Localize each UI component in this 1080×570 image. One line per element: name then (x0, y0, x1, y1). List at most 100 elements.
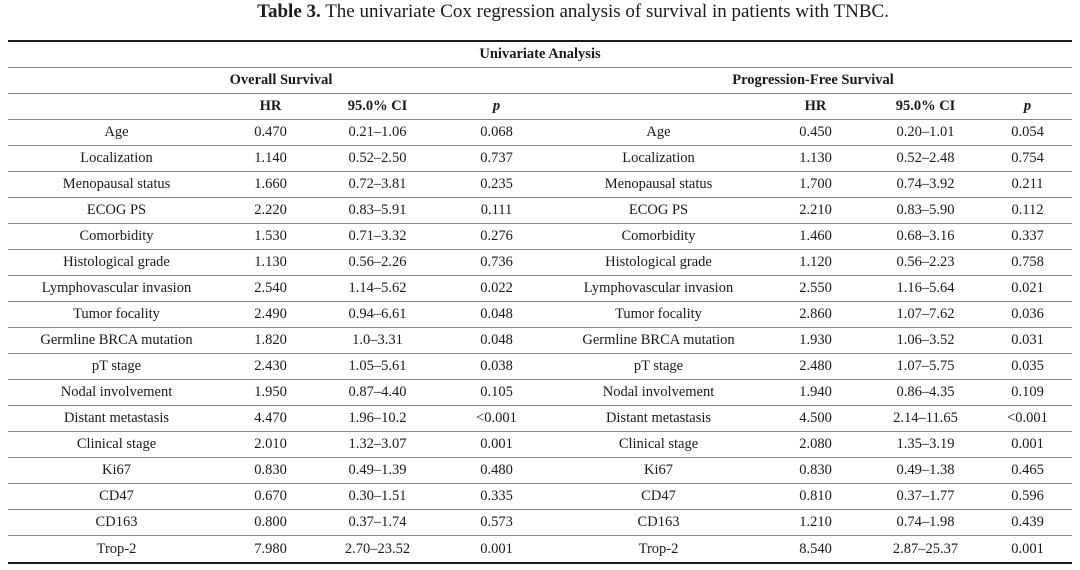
pfs-variable-cell: CD47 (641, 488, 676, 504)
pfs-variable-cell: ECOG PS (628, 202, 689, 218)
table-row: ECOG PS 2.220 0.83–5.91 0.111 ECOG PS 2.210 0.… (8, 198, 1072, 224)
pfs-p-cell: 0.596 (1011, 488, 1044, 504)
table-row: pT stage 2.430 1.05–5.61 0.038 pT stage 2.480… (8, 354, 1072, 380)
pfs-ci-cell: 0.86–4.35 (896, 384, 955, 400)
os-ci-cell: 0.37–1.74 (348, 514, 407, 530)
os-hr-cell: 2.430 (254, 358, 287, 374)
os-p-cell: 0.573 (480, 514, 513, 530)
os-hr-cell: 0.800 (254, 514, 287, 530)
pfs-hr-cell: 2.550 (799, 280, 832, 296)
table-row: CD47 0.670 0.30–1.51 0.335 CD47 0.810 0.37–1.7… (8, 484, 1072, 510)
group-header: Univariate Analysis (479, 46, 601, 62)
table-row: Tumor focality 2.490 0.94–6.61 0.048 Tumor f… (8, 302, 1072, 328)
pfs-p-cell: 0.001 (1011, 540, 1044, 557)
table-row: Clinical stage 2.010 1.32–3.07 0.001 Clinica… (8, 432, 1072, 458)
os-p-cell: 0.022 (480, 280, 513, 296)
cox-regression-table: Univariate Analysis Overall Survival Pro… (8, 40, 1072, 564)
pfs-ci-cell: 0.74–3.92 (896, 176, 955, 192)
os-variable-cell: ECOG PS (86, 202, 147, 218)
os-hr-cell: 2.490 (254, 306, 287, 322)
pfs-variable-cell: Nodal involvement (602, 384, 715, 400)
pfs-ci-cell: 0.37–1.77 (896, 488, 955, 504)
os-p-cell: 0.235 (480, 176, 513, 192)
os-variable-cell: Histological grade (63, 254, 170, 270)
os-p-cell: 0.335 (480, 488, 513, 504)
os-ci-cell: 0.87–4.40 (348, 384, 407, 400)
pfs-variable-cell: Germline BRCA mutation (582, 332, 735, 348)
os-hr-cell: 0.670 (254, 488, 287, 504)
os-variable-cell: Germline BRCA mutation (40, 332, 193, 348)
os-p-cell: 0.276 (480, 228, 513, 244)
os-variable-cell: Localization (80, 150, 153, 166)
os-p-cell: <0.001 (476, 410, 517, 426)
pfs-p-cell: 0.337 (1011, 228, 1044, 244)
table-row: Lymphovascular invasion 2.540 1.14–5.62 0.0… (8, 276, 1072, 302)
caption-label: Table 3. (257, 1, 321, 22)
column-header-row: HR 95.0% CI p HR 95.0% CI p (8, 94, 1072, 120)
pfs-p-cell: <0.001 (1007, 410, 1048, 426)
os-variable-cell: Age (104, 124, 129, 140)
pfs-p-cell: 0.031 (1011, 332, 1044, 348)
pfs-ci-cell: 0.68–3.16 (896, 228, 955, 244)
table-row: Germline BRCA mutation 1.820 1.0–3.31 0.048… (8, 328, 1072, 354)
pfs-p-header: p (1023, 98, 1032, 114)
os-hr-cell: 0.470 (254, 124, 287, 140)
pfs-hr-cell: 0.830 (799, 462, 832, 478)
os-p-cell: 0.737 (480, 150, 513, 166)
os-variable-cell: Ki67 (102, 462, 131, 478)
os-variable-cell: Distant metastasis (63, 410, 170, 426)
table-row: Distant metastasis 4.470 1.96–10.2 <0.001 Di… (8, 406, 1072, 432)
os-header: Overall Survival (229, 72, 333, 88)
os-hr-cell: 2.010 (254, 436, 287, 452)
caption-text: The univariate Cox regression analysis o… (320, 1, 889, 22)
pfs-variable-cell: CD163 (637, 514, 680, 530)
pfs-ci-cell: 0.20–1.01 (896, 124, 955, 140)
pfs-p-cell: 0.054 (1011, 124, 1044, 140)
os-variable-cell: Tumor focality (73, 306, 160, 322)
pfs-ci-header: 95.0% CI (895, 98, 956, 114)
os-hr-header: HR (259, 98, 282, 114)
os-p-cell: 0.111 (480, 202, 513, 218)
pfs-hr-cell: 2.860 (799, 306, 832, 322)
os-hr-cell: 2.220 (254, 202, 287, 218)
table-row: Trop-2 7.980 2.70–23.52 0.001 Trop-2 8.540 2.8… (8, 536, 1072, 562)
os-ci-cell: 2.70–23.52 (344, 540, 411, 557)
os-p-cell: 0.048 (480, 332, 513, 348)
os-ci-cell: 0.21–1.06 (348, 124, 407, 140)
os-variable-cell: CD47 (99, 488, 134, 504)
os-variable-cell: CD163 (95, 514, 138, 530)
os-p-cell: 0.480 (480, 462, 513, 478)
os-variable-cell: pT stage (91, 358, 142, 374)
pfs-variable-cell: Trop-2 (638, 540, 679, 557)
os-variable-cell: Comorbidity (79, 228, 154, 244)
pfs-p-cell: 0.109 (1011, 384, 1044, 400)
pfs-variable-cell: Clinical stage (618, 436, 699, 452)
pfs-hr-cell: 1.460 (799, 228, 832, 244)
pfs-ci-cell: 0.74–1.98 (896, 514, 955, 530)
os-ci-header: 95.0% CI (347, 98, 408, 114)
pfs-variable-cell: Menopausal status (604, 176, 713, 192)
os-hr-cell: 0.830 (254, 462, 287, 478)
table-row: Comorbidity 1.530 0.71–3.32 0.276 Comorbidit… (8, 224, 1072, 250)
os-variable-cell: Trop-2 (96, 540, 137, 557)
os-p-cell: 0.105 (480, 384, 513, 400)
pfs-p-cell: 0.021 (1011, 280, 1044, 296)
pfs-hr-cell: 8.540 (799, 540, 832, 557)
os-p-header: p (492, 98, 501, 114)
os-p-cell: 0.736 (480, 254, 513, 270)
pfs-p-cell: 0.036 (1011, 306, 1044, 322)
pfs-ci-cell: 1.06–3.52 (896, 332, 955, 348)
pfs-hr-cell: 1.930 (799, 332, 832, 348)
pfs-variable-cell: Lymphovascular invasion (583, 280, 734, 296)
pfs-variable-cell: Histological grade (605, 254, 712, 270)
pfs-ci-cell: 0.83–5.90 (896, 202, 955, 218)
pfs-ci-cell: 1.16–5.64 (896, 280, 955, 296)
os-hr-cell: 7.980 (254, 540, 287, 557)
pfs-variable-cell: pT stage (633, 358, 684, 374)
os-hr-cell: 1.140 (254, 150, 287, 166)
os-hr-cell: 1.530 (254, 228, 287, 244)
pfs-hr-cell: 1.130 (799, 150, 832, 166)
os-variable-cell: Lymphovascular invasion (41, 280, 192, 296)
pfs-p-cell: 0.035 (1011, 358, 1044, 374)
os-p-cell: 0.038 (480, 358, 513, 374)
